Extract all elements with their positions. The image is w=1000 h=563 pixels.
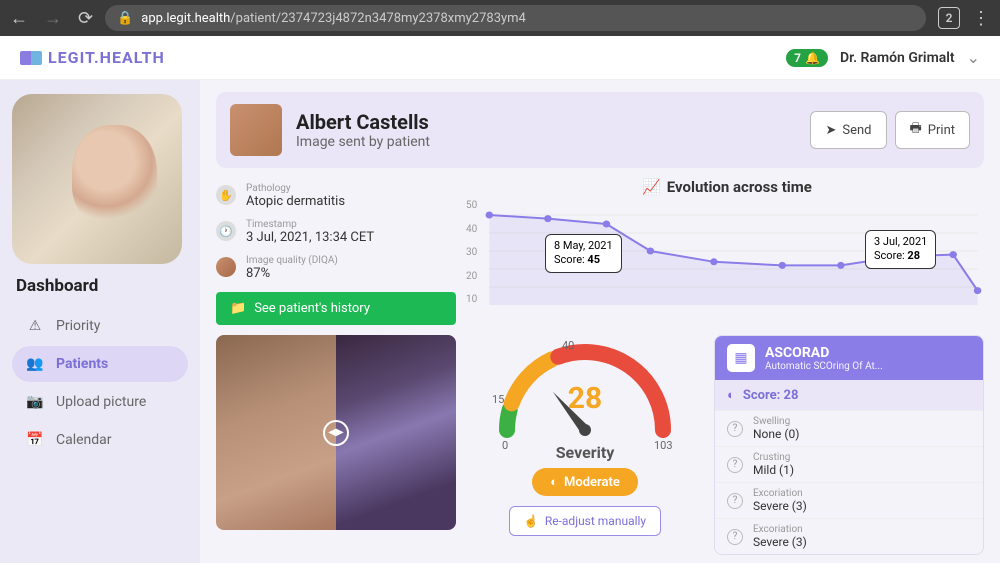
logo[interactable]: LEGIT.HEALTH — [20, 48, 165, 67]
tab-count[interactable]: 2 — [938, 7, 960, 29]
notif-count: 7 — [794, 51, 801, 65]
help-icon[interactable]: ? — [727, 493, 743, 509]
sidebar-item-patients[interactable]: 👥 Patients — [12, 346, 188, 382]
ascorad-metric-row: ?ExcoriationSevere (3) — [715, 482, 983, 518]
help-icon[interactable]: ? — [727, 457, 743, 473]
skin-icon — [216, 257, 236, 277]
nav-label: Priority — [56, 318, 100, 334]
reload-button[interactable]: ⟳ — [78, 8, 93, 29]
dashboard-title: Dashboard — [16, 276, 188, 296]
content-area: Albert Castells Image sent by patient ➤S… — [200, 80, 1000, 563]
help-icon[interactable]: ? — [727, 421, 743, 437]
chart-title-text: Evolution across time — [667, 178, 812, 196]
comparison-slider-handle[interactable]: ◀▶ — [323, 420, 349, 446]
sidebar: Dashboard ⚠ Priority 👥 Patients 📷 Upload pict… — [0, 80, 200, 563]
evolution-chart: 📈Evolution across time 5040302010 8 May,… — [470, 178, 984, 325]
ascorad-metric-row: ?CrustingMild (1) — [715, 446, 983, 482]
back-button[interactable]: ← — [10, 8, 28, 29]
browser-chrome: ← → ⟳ 🔒 app.legit.health/patient/2374723… — [0, 0, 1000, 36]
nav-icon: 👥 — [26, 356, 44, 372]
meta-quality: Image quality (DIQA)87% — [216, 250, 456, 286]
ascorad-score-row: ◐Score: 28 — [715, 380, 983, 410]
nav-icon: 📷 — [26, 394, 44, 410]
patient-subtitle: Image sent by patient — [296, 134, 430, 150]
chevron-down-icon[interactable]: ⌄ — [967, 48, 980, 67]
url-path: /patient/2374723j4872n3478my2378xmy2783y… — [230, 11, 526, 26]
send-button[interactable]: ➤Send — [810, 111, 886, 149]
doctor-avatar — [12, 94, 182, 264]
sidebar-item-priority[interactable]: ⚠ Priority — [12, 308, 188, 344]
meta-column: ✋ PathologyAtopic dermatitis 🕐 Timestamp… — [216, 178, 456, 325]
user-name: Dr. Ramón Grimalt — [840, 50, 955, 66]
history-button[interactable]: 📁See patient's history — [216, 292, 456, 325]
chart-tooltip-1: 8 May, 2021Score: 45 — [545, 234, 622, 273]
patient-thumbnail — [230, 104, 282, 156]
meta-timestamp: 🕐 Timestamp3 Jul, 2021, 13:34 CET — [216, 214, 456, 250]
gauge-icon: ◐ — [550, 474, 558, 490]
bell-icon: 🔔 — [805, 51, 820, 65]
patient-header-card: Albert Castells Image sent by patient ➤S… — [216, 92, 984, 168]
lock-icon: 🔒 — [117, 11, 133, 26]
ascorad-icon: ▦ — [727, 344, 755, 372]
chart-tooltip-2: 3 Jul, 2021Score: 28 — [865, 230, 936, 269]
forward-button[interactable]: → — [44, 8, 62, 29]
ascorad-metric-row: ?ExcoriationSevere (3) — [715, 518, 983, 554]
folder-icon: 📁 — [230, 301, 246, 316]
ascorad-subtitle: Automatic SCOring Of At... — [765, 361, 883, 372]
app-header: LEGIT.HEALTH 7 🔔 Dr. Ramón Grimalt ⌄ — [0, 36, 1000, 80]
nav-label: Calendar — [56, 432, 112, 448]
severity-gauge-panel: 28 0 15 40 103 Severity ◐Moderate ☝Re-ad… — [470, 335, 700, 555]
comparison-image[interactable]: ◀▶ — [216, 335, 456, 530]
print-icon: 🖶 — [910, 119, 922, 141]
meta-pathology: ✋ PathologyAtopic dermatitis — [216, 178, 456, 214]
send-icon: ➤ — [825, 123, 836, 138]
severity-level-badge: ◐Moderate — [532, 468, 638, 496]
finger-icon: ☝ — [524, 514, 539, 528]
url-domain: app.legit.health — [141, 11, 230, 26]
nav-icon: 📅 — [26, 432, 44, 448]
notification-badge[interactable]: 7 🔔 — [786, 49, 828, 67]
sidebar-item-upload-picture[interactable]: 📷 Upload picture — [12, 384, 188, 420]
hand-icon: ✋ — [216, 185, 236, 205]
patient-name: Albert Castells — [296, 110, 430, 134]
clock-icon: 🕐 — [216, 221, 236, 241]
ascorad-metric-row: ?SwellingNone (0) — [715, 410, 983, 446]
logo-text: LEGIT.HEALTH — [48, 48, 165, 67]
ascorad-panel: ▦ ASCORADAutomatic SCOring Of At... ◐Sco… — [714, 335, 984, 555]
nav-label: Patients — [56, 356, 108, 372]
speed-icon: ◐ — [727, 387, 735, 403]
url-bar[interactable]: 🔒 app.legit.health/patient/2374723j4872n… — [105, 5, 926, 31]
ascorad-title: ASCORAD — [765, 345, 883, 361]
logo-icon — [20, 51, 42, 65]
svg-text:28: 28 — [568, 381, 602, 416]
image-analyzed — [336, 335, 456, 530]
nav-label: Upload picture — [56, 394, 146, 410]
trend-icon: 📈 — [642, 178, 661, 196]
readjust-button[interactable]: ☝Re-adjust manually — [509, 506, 661, 536]
print-button[interactable]: 🖶Print — [895, 111, 970, 149]
nav-icon: ⚠ — [26, 318, 44, 334]
help-icon[interactable]: ? — [727, 529, 743, 545]
browser-menu-icon[interactable]: ⋮ — [972, 8, 990, 29]
image-original — [216, 335, 336, 530]
sidebar-item-calendar[interactable]: 📅 Calendar — [12, 422, 188, 458]
ascorad-header: ▦ ASCORADAutomatic SCOring Of At... — [715, 336, 983, 380]
